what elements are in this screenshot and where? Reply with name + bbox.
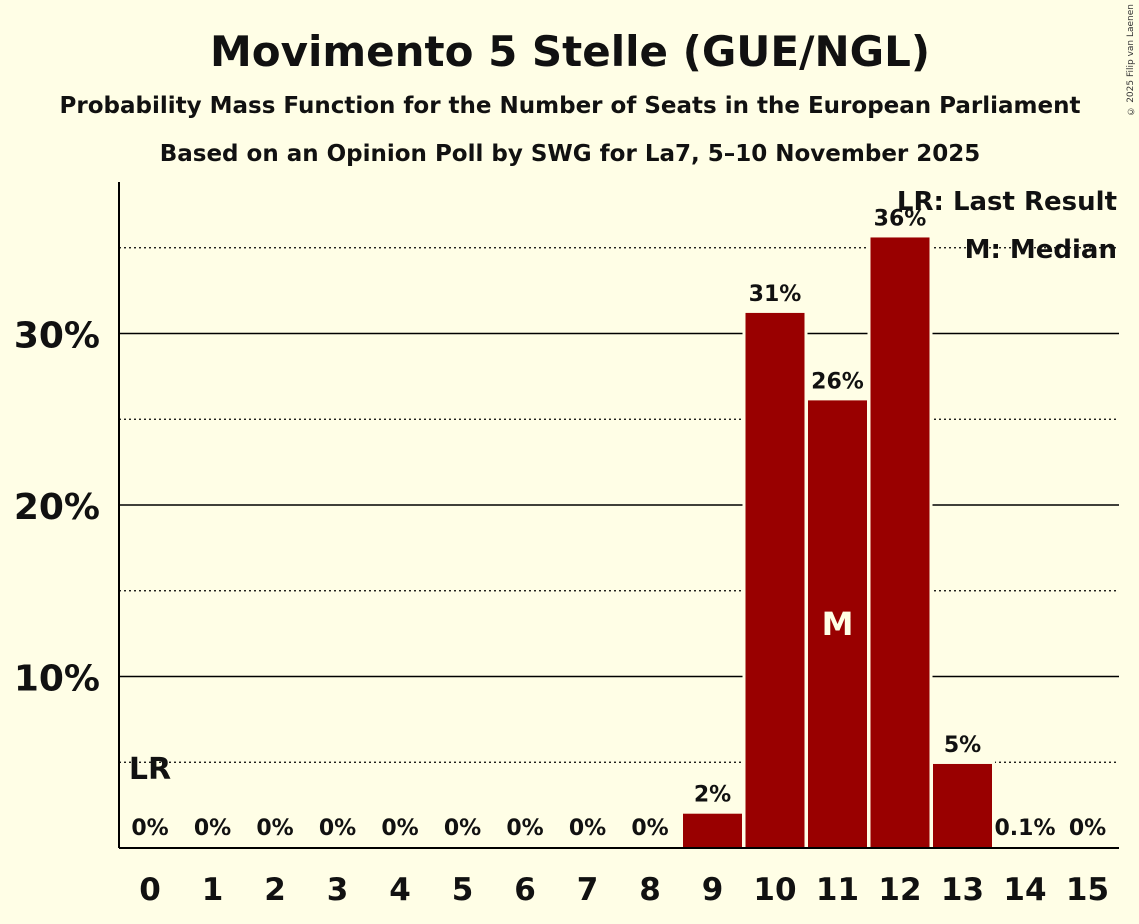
data-label: 0% [381,816,418,841]
legend-median: M: Median [965,235,1117,265]
x-tick-label: 9 [702,872,724,908]
y-tick-label: 20% [14,487,100,528]
data-label: 0% [569,816,606,841]
bar [683,813,742,848]
y-tick-label: 30% [14,316,100,357]
data-label: 0% [506,816,543,841]
data-label: 26% [811,369,864,394]
x-tick-label: 1 [202,872,224,908]
median-marker: M [822,605,854,643]
chart-subtitle: Probability Mass Function for the Number… [60,93,1081,119]
x-tick-label: 6 [514,872,536,908]
last-result-marker: LR [129,752,171,787]
x-tick-label: 15 [1066,872,1109,908]
y-tick-label: 10% [14,659,100,700]
x-tick-label: 0 [139,872,161,908]
bar [808,400,867,848]
data-label: 0% [319,816,356,841]
data-label: 36% [874,206,927,231]
data-label: 0% [256,816,293,841]
data-label: 0% [194,816,231,841]
bar [745,312,805,848]
data-label: 0% [131,816,168,841]
x-tick-label: 10 [753,872,796,908]
chart-title: Movimento 5 Stelle (GUE/NGL) [210,27,930,76]
axes: 10%20%30%0 1 2 3 4 5 6 7 8 9 10 11 12 13 14 15 [14,182,1119,908]
x-tick-label: 5 [452,872,474,908]
data-label: 5% [944,733,981,758]
legend: LR: Last Result M: Median [897,187,1117,265]
bars [680,234,995,848]
bar [870,237,930,848]
labels: 0% LR 0% 0% 0% 0% 0% 0% 0% 0% 2% 31% 26% M 36% 5% 0.1% 0% [129,206,1106,841]
data-label: 0% [1069,816,1106,841]
chart-subtitle-2: Based on an Opinion Poll by SWG for La7,… [160,141,981,167]
x-tick-label: 12 [878,872,921,908]
data-label: 2% [694,783,731,808]
x-tick-label: 8 [639,872,661,908]
x-tick-label: 11 [816,872,859,908]
legend-last-result: LR: Last Result [897,187,1117,217]
x-tick-label: 3 [327,872,349,908]
data-label: 0% [631,816,668,841]
data-label: 0% [444,816,481,841]
x-tick-label: 2 [264,872,286,908]
x-tick-label: 14 [1003,872,1046,908]
x-tick-label: 7 [577,872,599,908]
data-label: 0.1% [994,816,1055,841]
bar [933,763,992,848]
copyright-notice: © 2025 Filip van Laenen [1126,4,1136,116]
gridlines [119,247,1119,763]
x-tick-label: 4 [389,872,411,908]
data-label: 31% [749,282,802,307]
x-tick-label: 13 [941,872,984,908]
